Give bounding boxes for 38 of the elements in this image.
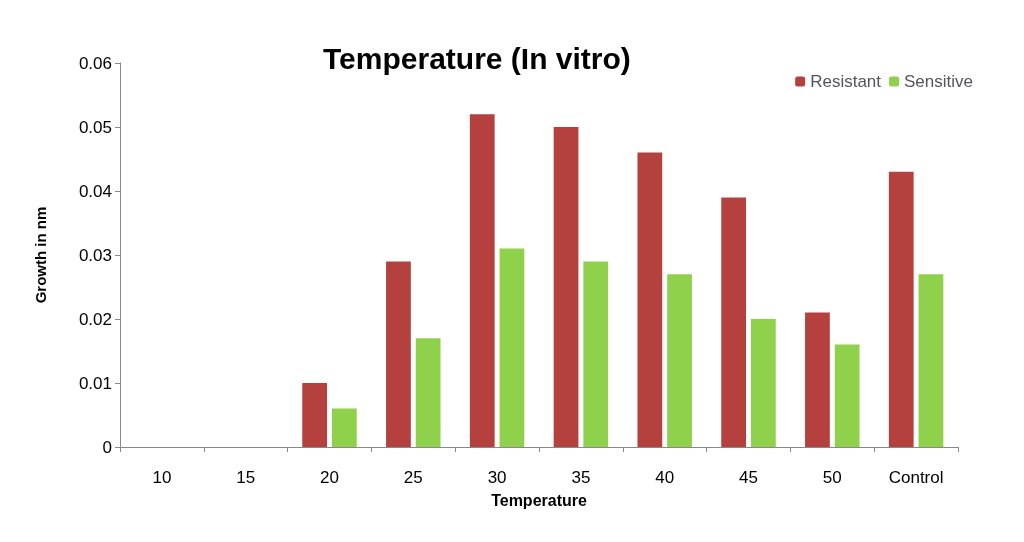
x-tick-label: 30	[487, 468, 507, 487]
x-tick-label: 25	[403, 468, 423, 487]
y-tick-label: 0	[102, 437, 112, 457]
y-tick-label: 0.04	[78, 181, 112, 201]
y-tick-label: 0.02	[78, 309, 112, 329]
x-tick-label: 40	[655, 468, 675, 487]
bar	[918, 274, 944, 447]
legend-label: Sensitive	[904, 72, 973, 91]
bar	[805, 312, 830, 447]
x-tick-label: 45	[739, 468, 758, 487]
bar	[667, 274, 692, 447]
legend-label: Resistant	[810, 72, 882, 91]
bar	[469, 114, 495, 447]
x-tick-label: 20	[320, 468, 339, 487]
bar	[331, 408, 357, 447]
x-tick-label: 15	[236, 468, 256, 487]
bar	[386, 261, 411, 447]
y-tick-label: 0.05	[78, 117, 112, 137]
x-tick-label: 10	[152, 468, 172, 487]
y-tick-label: 0.03	[78, 245, 112, 265]
y-axis-title: Growth in nm	[32, 206, 49, 304]
x-tick-label: Control	[888, 468, 944, 487]
bar	[721, 197, 747, 447]
bar	[302, 383, 328, 447]
bar	[888, 171, 914, 447]
bar	[499, 248, 525, 447]
bar	[750, 319, 776, 447]
chart-title: Temperature (In vitro)	[323, 41, 631, 75]
x-tick-label: 35	[571, 468, 591, 487]
y-tick-label: 0.06	[78, 53, 112, 73]
bar	[637, 152, 663, 447]
x-tick-label: 50	[822, 468, 842, 487]
bar	[583, 261, 609, 447]
bar	[415, 338, 441, 447]
x-axis-title: Temperature	[491, 491, 587, 509]
y-tick-label: 0.01	[78, 373, 112, 393]
bar	[553, 127, 579, 447]
bar	[834, 344, 860, 447]
